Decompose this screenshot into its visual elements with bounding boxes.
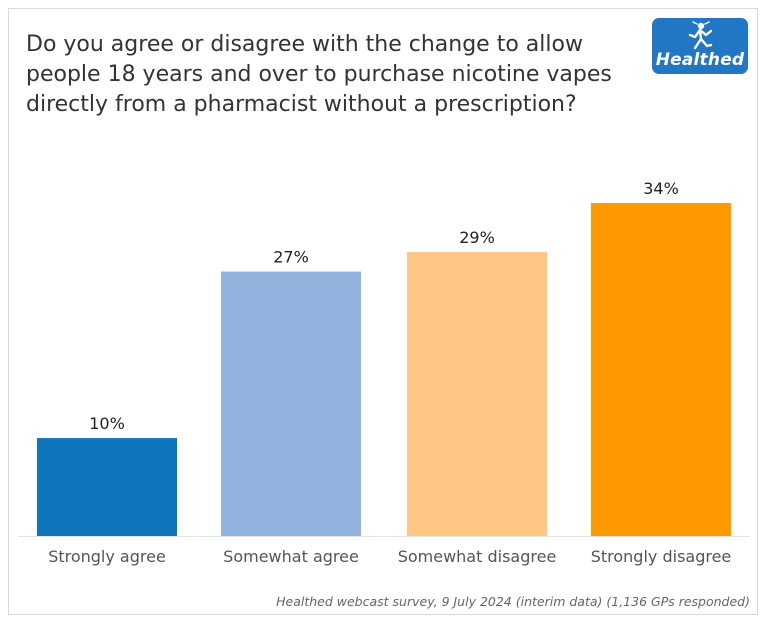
logo-text: Healthed <box>655 50 745 70</box>
bar-strongly-disagree <box>591 203 731 536</box>
data-label: 29% <box>459 228 495 247</box>
data-label: 34% <box>643 179 679 198</box>
healthed-logo: Healthed <box>652 18 748 74</box>
bar-somewhat-agree <box>221 271 361 536</box>
bar-strongly-agree <box>37 438 177 536</box>
hermes-figure-icon <box>688 21 713 50</box>
chart-title: Do you agree or disagree with the change… <box>26 32 612 117</box>
bar-somewhat-disagree <box>407 251 547 536</box>
data-label: 10% <box>89 414 125 433</box>
x-tick-label: Strongly agree <box>48 547 166 566</box>
data-label: 27% <box>273 248 309 267</box>
source-footnote: Healthed webcast survey, 9 July 2024 (in… <box>276 594 750 609</box>
x-tick-label: Somewhat disagree <box>398 547 557 566</box>
x-tick-label: Somewhat agree <box>223 547 359 566</box>
x-tick-label: Strongly disagree <box>591 547 732 566</box>
